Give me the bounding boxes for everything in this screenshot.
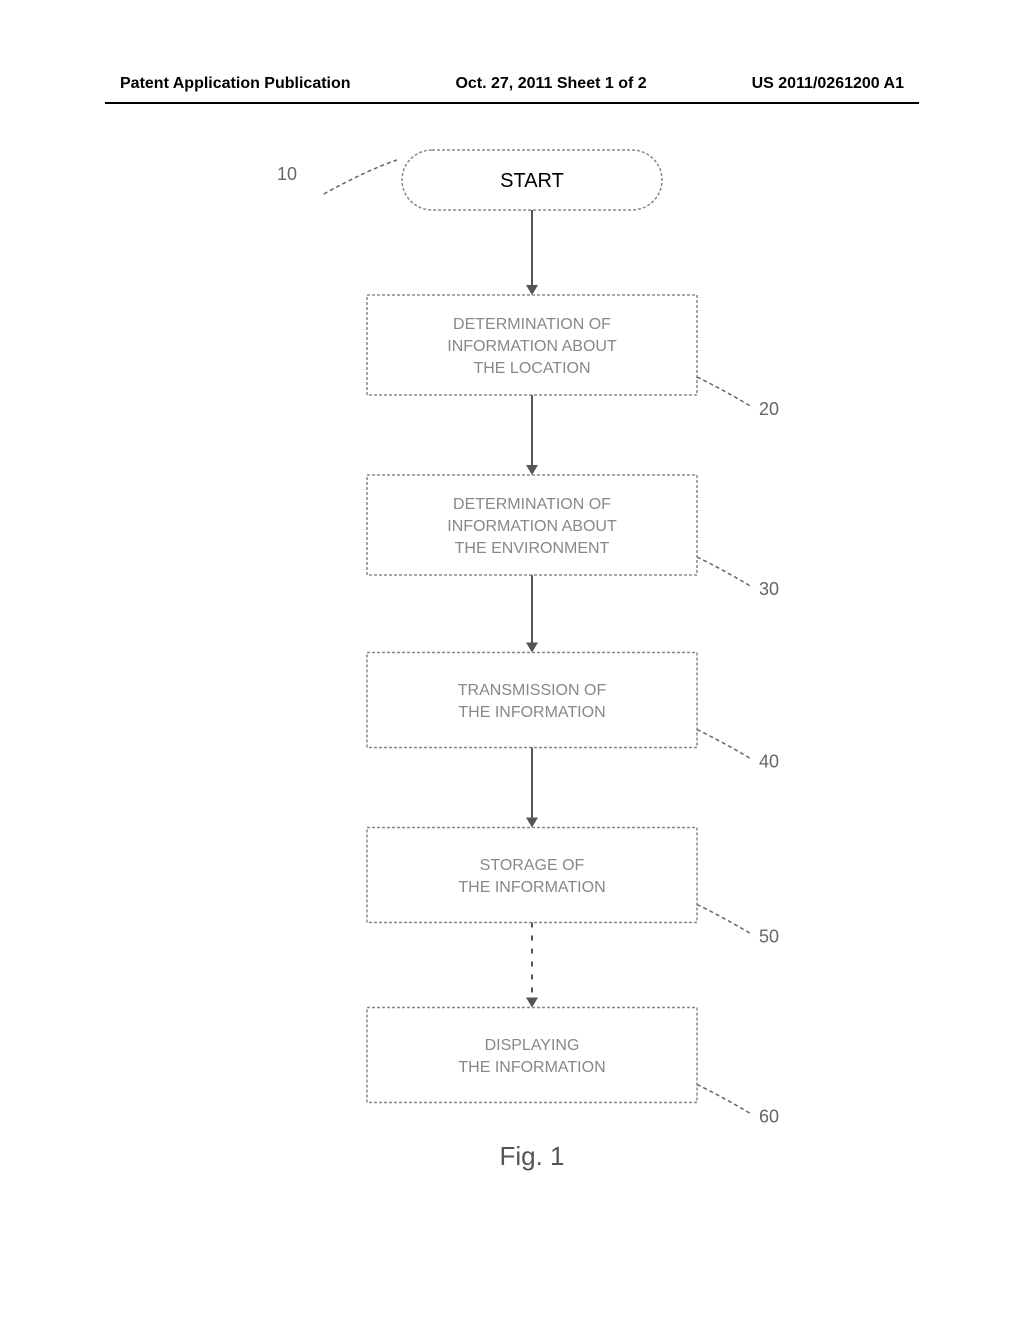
process-text: INFORMATION ABOUT <box>447 518 617 535</box>
start-text: START <box>500 170 564 192</box>
process-text: STORAGE OF <box>480 857 585 874</box>
reference-number: 30 <box>759 579 779 599</box>
flowchart-container: START 10 DETERMINATION OF INFORMATION ABOUT… <box>0 130 1024 1220</box>
reference-number: 60 <box>759 1107 779 1127</box>
process-text: DETERMINATION OF <box>453 316 611 333</box>
process-text: THE LOCATION <box>473 360 590 377</box>
arrow-head <box>526 285 538 295</box>
reference-number: 10 <box>277 164 297 184</box>
process-text: DISPLAYING <box>485 1037 580 1054</box>
arrow-head <box>526 998 538 1008</box>
header-right: US 2011/0261200 A1 <box>752 75 904 93</box>
arrow-head <box>526 465 538 475</box>
flowchart-svg: START 10 DETERMINATION OF INFORMATION ABOUT… <box>102 130 922 1220</box>
leader-line <box>697 557 752 587</box>
reference-number: 40 <box>759 752 779 772</box>
leader-line <box>697 905 752 935</box>
page-header: Patent Application Publication Oct. 27, … <box>0 75 1024 93</box>
reference-number: 50 <box>759 927 779 947</box>
process-text: THE ENVIRONMENT <box>455 540 610 557</box>
leader-line <box>697 377 752 407</box>
process-node <box>367 1008 697 1103</box>
process-node <box>367 828 697 923</box>
process-text: TRANSMISSION OF <box>458 682 607 699</box>
header-left: Patent Application Publication <box>120 75 351 93</box>
leader-line <box>322 160 397 195</box>
process-text: THE INFORMATION <box>458 879 605 896</box>
leader-line <box>697 730 752 760</box>
process-text: INFORMATION ABOUT <box>447 338 617 355</box>
figure-label: Fig. 1 <box>499 1141 564 1171</box>
arrow-head <box>526 818 538 828</box>
reference-number: 20 <box>759 399 779 419</box>
header-divider <box>105 102 919 104</box>
header-center: Oct. 27, 2011 Sheet 1 of 2 <box>455 75 646 93</box>
process-text: THE INFORMATION <box>458 1059 605 1076</box>
process-node <box>367 653 697 748</box>
process-text: DETERMINATION OF <box>453 496 611 513</box>
leader-line <box>697 1085 752 1115</box>
process-text: THE INFORMATION <box>458 704 605 721</box>
arrow-head <box>526 643 538 653</box>
